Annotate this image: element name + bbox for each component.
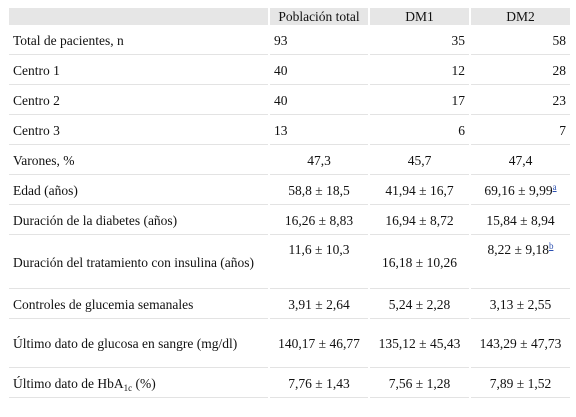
- footnote-a-link[interactable]: a: [552, 181, 557, 192]
- row-label: Centro 2: [9, 87, 268, 115]
- table-row: Total de pacientes, n 93 35 58: [9, 27, 570, 55]
- row-label: Edad (años): [9, 177, 268, 205]
- cell-dm2-value: 8,22 ± 9,18: [487, 242, 549, 257]
- row-label: Centro 1: [9, 57, 268, 85]
- cell-dm2: 69,16 ± 9,99a: [471, 177, 570, 205]
- cell-dm1: 12: [370, 57, 469, 85]
- cell-poblacion-total: 40: [270, 87, 368, 115]
- cell-dm1: 41,94 ± 16,7: [370, 177, 469, 205]
- patient-characteristics-table: Población total DM1 DM2 Total de pacient…: [7, 6, 572, 400]
- cell-dm1: 135,12 ± 45,43: [370, 321, 469, 368]
- cell-poblacion-total: 93: [270, 27, 368, 55]
- row-label-subscript: 1c: [123, 382, 133, 393]
- cell-dm2-value: 69,16 ± 9,99: [484, 182, 553, 198]
- header-poblacion-total: Población total: [270, 8, 368, 25]
- table-row: Centro 3 13 6 7: [9, 117, 570, 145]
- cell-dm1: 17: [370, 87, 469, 115]
- cell-dm1: 6: [370, 117, 469, 145]
- cell-dm2: 23: [471, 87, 570, 115]
- cell-dm1: 16,94 ± 8,72: [370, 207, 469, 235]
- cell-poblacion-total: 3,91 ± 2,64: [270, 291, 368, 319]
- row-label: Total de pacientes, n: [9, 27, 268, 55]
- table-row: Edad (años) 58,8 ± 18,5 41,94 ± 16,7 69,…: [9, 177, 570, 205]
- cell-dm2: 58: [471, 27, 570, 55]
- cell-poblacion-total: 58,8 ± 18,5: [270, 177, 368, 205]
- row-label: Duración de la diabetes (años): [9, 207, 268, 235]
- header-row: Población total DM1 DM2: [9, 8, 570, 25]
- footnote-b-link[interactable]: b: [548, 241, 554, 251]
- header-dm1: DM1: [370, 8, 469, 25]
- row-label: Varones, %: [9, 147, 268, 175]
- cell-poblacion-total: 7,76 ± 1,43: [270, 370, 368, 398]
- cell-poblacion-total: 11,6 ± 10,3: [270, 237, 368, 289]
- cell-dm2: 8,22 ± 9,18b: [471, 237, 570, 289]
- cell-dm2: 7,89 ± 1,52: [471, 370, 570, 398]
- table-container: Población total DM1 DM2 Total de pacient…: [7, 6, 572, 400]
- table-row: Último dato de glucosa en sangre (mg/dl)…: [9, 321, 570, 368]
- table-row: Varones, % 47,3 45,7 47,4: [9, 147, 570, 175]
- cell-dm2: 3,13 ± 2,55: [471, 291, 570, 319]
- cell-dm2: 143,29 ± 47,73: [471, 321, 570, 368]
- row-label-suffix: (%): [132, 375, 156, 391]
- row-label: Último dato de HbA1c (%): [9, 370, 268, 398]
- header-label-column: [9, 8, 268, 25]
- table-row: Centro 1 40 12 28: [9, 57, 570, 85]
- cell-dm1: 5,24 ± 2,28: [370, 291, 469, 319]
- cell-poblacion-total: 140,17 ± 46,77: [270, 321, 368, 368]
- cell-dm1: 35: [370, 27, 469, 55]
- table-row: Duración de la diabetes (años) 16,26 ± 8…: [9, 207, 570, 235]
- row-label: Centro 3: [9, 117, 268, 145]
- cell-dm2: 15,84 ± 8,94: [471, 207, 570, 235]
- cell-dm1: 45,7: [370, 147, 469, 175]
- cell-poblacion-total: 47,3: [270, 147, 368, 175]
- cell-dm1: 7,56 ± 1,28: [370, 370, 469, 398]
- cell-poblacion-total: 13: [270, 117, 368, 145]
- cell-dm2: 47,4: [471, 147, 570, 175]
- row-label: Último dato de glucosa en sangre (mg/dl): [9, 321, 268, 368]
- table-row: Duración del tratamiento con insulina (a…: [9, 237, 570, 289]
- header-dm2: DM2: [471, 8, 570, 25]
- row-label: Controles de glucemia semanales: [9, 291, 268, 319]
- table-row: Controles de glucemia semanales 3,91 ± 2…: [9, 291, 570, 319]
- table-row: Último dato de HbA1c (%) 7,76 ± 1,43 7,5…: [9, 370, 570, 398]
- row-label-prefix: Último dato de HbA: [13, 375, 124, 391]
- cell-poblacion-total: 40: [270, 57, 368, 85]
- table-row: Centro 2 40 17 23: [9, 87, 570, 115]
- cell-dm1: 16,18 ± 10,26: [370, 237, 469, 289]
- cell-dm2: 7: [471, 117, 570, 145]
- row-label: Duración del tratamiento con insulina (a…: [9, 237, 268, 289]
- cell-poblacion-total: 16,26 ± 8,83: [270, 207, 368, 235]
- cell-dm2: 28: [471, 57, 570, 85]
